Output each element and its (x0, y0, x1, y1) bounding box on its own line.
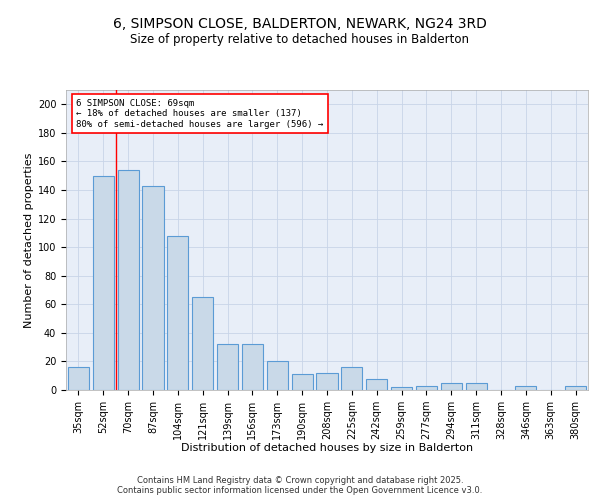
Bar (341, 367, 362, 390)
Bar (167, 236, 188, 390)
Bar (192, 297, 213, 390)
Bar (565, 386, 586, 390)
Bar (68, 367, 89, 390)
X-axis label: Distribution of detached houses by size in Balderton: Distribution of detached houses by size … (181, 444, 473, 454)
Bar (416, 386, 437, 390)
Y-axis label: Number of detached properties: Number of detached properties (23, 152, 34, 328)
Bar (217, 344, 238, 390)
Text: 6 SIMPSON CLOSE: 69sqm
← 18% of detached houses are smaller (137)
80% of semi-de: 6 SIMPSON CLOSE: 69sqm ← 18% of detached… (76, 99, 323, 129)
Bar (366, 378, 387, 390)
Bar (267, 362, 288, 390)
Bar (118, 170, 139, 390)
Bar (391, 387, 412, 390)
Bar (242, 344, 263, 390)
Text: Size of property relative to detached houses in Balderton: Size of property relative to detached ho… (131, 32, 470, 46)
Bar (93, 176, 114, 390)
Bar (292, 374, 313, 390)
Bar (466, 383, 487, 390)
Bar (142, 186, 164, 390)
Bar (441, 383, 462, 390)
Text: 6, SIMPSON CLOSE, BALDERTON, NEWARK, NG24 3RD: 6, SIMPSON CLOSE, BALDERTON, NEWARK, NG2… (113, 18, 487, 32)
Bar (316, 373, 338, 390)
Text: Contains HM Land Registry data © Crown copyright and database right 2025.
Contai: Contains HM Land Registry data © Crown c… (118, 476, 482, 495)
Bar (515, 386, 536, 390)
